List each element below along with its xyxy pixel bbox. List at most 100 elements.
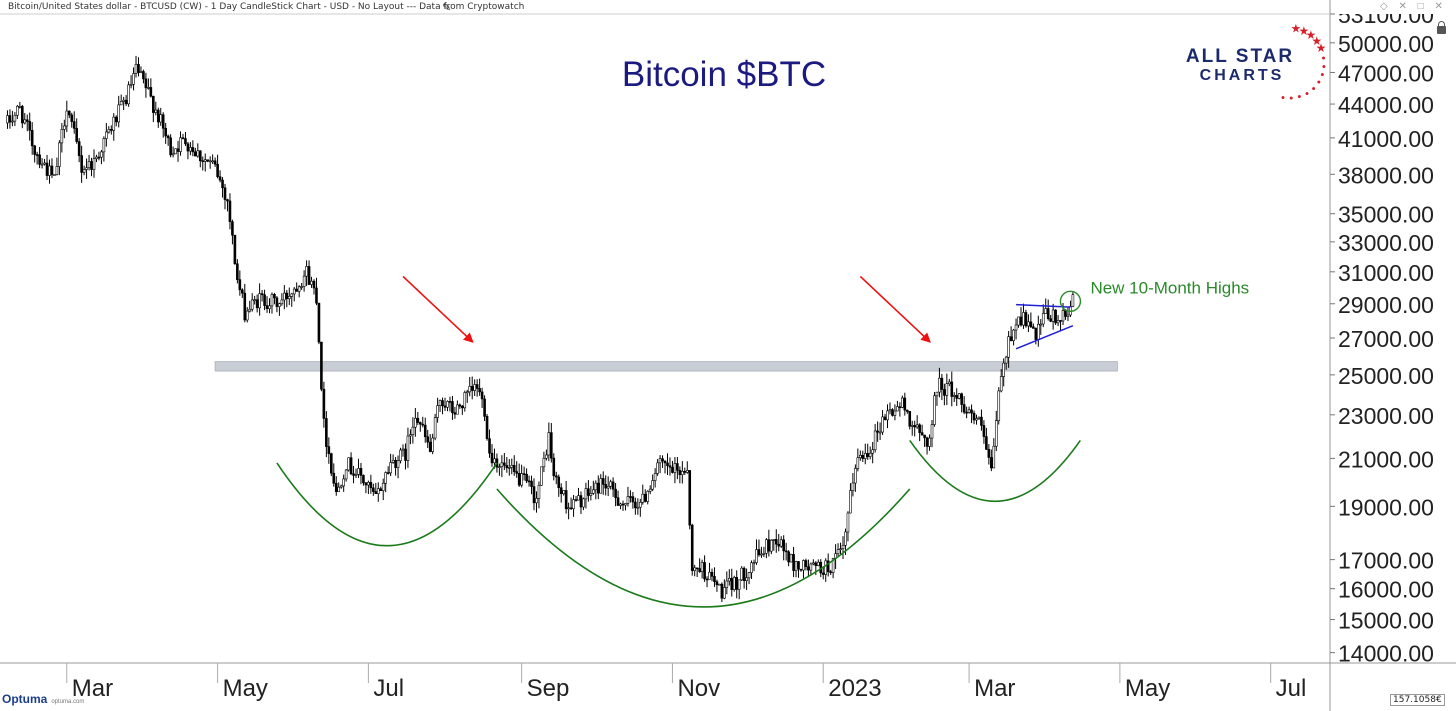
- candle-body: [347, 457, 350, 471]
- candle-body: [577, 495, 580, 501]
- candle-body: [53, 174, 56, 176]
- candle-body: [87, 161, 91, 169]
- candle-body: [507, 467, 511, 469]
- candle-body: [6, 115, 9, 124]
- candle-body: [760, 553, 763, 556]
- candle-body: [770, 539, 773, 552]
- candle-body: [488, 438, 491, 454]
- candle-body: [935, 391, 939, 397]
- candle-body: [65, 110, 69, 127]
- candle-body: [72, 121, 76, 129]
- candle-body: [910, 425, 914, 427]
- candle-body: [582, 498, 585, 508]
- highlight-label: New 10-Month Highs: [1090, 278, 1249, 297]
- candle-body: [886, 410, 889, 421]
- candle-body: [102, 138, 106, 153]
- lock-icon[interactable]: [1437, 21, 1446, 34]
- candle-body: [829, 571, 832, 574]
- candle-body: [755, 549, 758, 563]
- candle-body: [231, 221, 234, 236]
- candle-body: [310, 280, 313, 285]
- candle-body: [784, 550, 788, 553]
- candle-body: [994, 420, 998, 447]
- candle-body: [280, 299, 284, 305]
- candle-body: [663, 460, 667, 464]
- candle-body: [545, 454, 548, 459]
- candle-body: [905, 409, 909, 412]
- candle-body: [977, 416, 981, 419]
- candle-body: [278, 303, 281, 307]
- candle-body: [765, 539, 768, 554]
- candle-body: [16, 106, 19, 116]
- candle-body: [105, 131, 108, 139]
- y-tick-label: 53100.00: [1338, 2, 1434, 28]
- optuma-logo[interactable]: Optuma optuma.com: [2, 692, 84, 706]
- candle-body: [928, 437, 931, 447]
- candle-body: [223, 187, 227, 200]
- candle-body: [265, 305, 269, 309]
- candle-body: [11, 120, 14, 123]
- candle-body: [962, 404, 966, 413]
- candle-body: [332, 472, 336, 484]
- candle-body: [1041, 313, 1045, 325]
- candle-body: [713, 576, 716, 582]
- candle-body: [1037, 324, 1040, 340]
- left-border: [1, 14, 6, 663]
- candle-body: [129, 83, 133, 86]
- candle-body: [698, 568, 701, 572]
- y-tick-label: 23000.00: [1338, 403, 1434, 429]
- candle-body: [592, 489, 595, 494]
- candle-body: [465, 391, 469, 394]
- candle-body: [982, 425, 986, 437]
- candle-body: [122, 99, 125, 102]
- candle-body: [512, 464, 516, 472]
- candle-body: [359, 468, 363, 476]
- candle-body: [18, 105, 22, 108]
- candle-body: [797, 561, 800, 570]
- candle-body: [948, 381, 951, 384]
- candle-body: [735, 577, 739, 590]
- candle-body: [391, 459, 395, 463]
- candle-body: [856, 457, 860, 469]
- candle-body: [710, 571, 714, 577]
- candle-body: [191, 147, 195, 153]
- candle-body: [794, 561, 798, 571]
- candle-body: [596, 482, 600, 494]
- candle-body: [777, 543, 781, 547]
- candle-body: [683, 471, 687, 473]
- candle-body: [792, 554, 795, 571]
- y-tick-label: 50000.00: [1338, 31, 1434, 57]
- candle-body: [554, 475, 558, 478]
- candle-body: [863, 453, 867, 459]
- candle-body: [943, 389, 946, 396]
- candle-body: [493, 458, 496, 464]
- candle-body: [112, 116, 116, 131]
- candle-body: [641, 493, 645, 503]
- candle-body: [40, 163, 44, 166]
- candle-body: [381, 482, 385, 492]
- x-tick-label: 2023: [828, 675, 881, 702]
- window-controls[interactable]: ◇ ✕ □ ✕: [1380, 1, 1447, 12]
- candle-body: [364, 482, 368, 486]
- candle-body: [950, 381, 954, 397]
- edit-pencil-icon[interactable]: ✎: [442, 2, 452, 14]
- candle-body: [154, 109, 158, 113]
- candle-body: [572, 499, 575, 509]
- candle-body: [119, 101, 123, 106]
- candle-body: [695, 567, 699, 570]
- candle-body: [839, 548, 842, 550]
- candle-body: [515, 471, 519, 474]
- candle-body: [95, 156, 98, 160]
- candle-body: [166, 135, 170, 139]
- candle-body: [802, 560, 805, 571]
- candle-body: [532, 486, 536, 504]
- candle-body: [658, 458, 662, 464]
- candle-body: [1002, 362, 1005, 377]
- logo-star: ●: [1305, 90, 1309, 97]
- candle-body: [854, 468, 857, 484]
- candle-body: [639, 501, 642, 508]
- candle-body: [500, 462, 504, 467]
- candle-body: [676, 463, 679, 471]
- candle-body: [147, 87, 150, 89]
